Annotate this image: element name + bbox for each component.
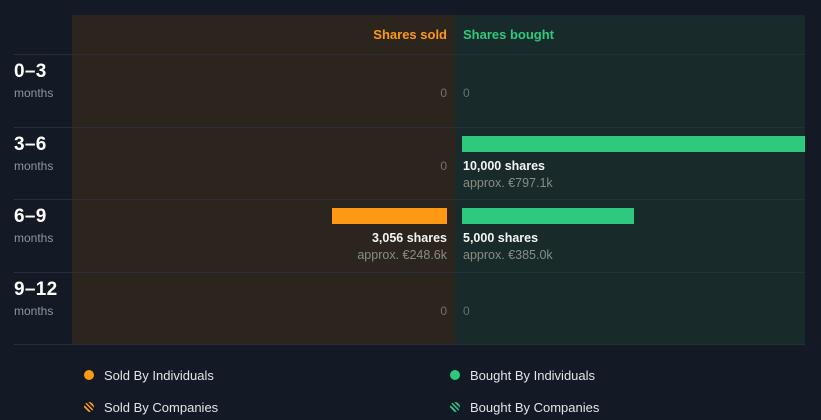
bought-cell: 5,000 shares approx. €385.0k <box>455 200 805 272</box>
legend-label: Bought By Companies <box>470 399 600 415</box>
bought-shares-value: 5,000 shares <box>463 231 539 245</box>
period-cell: 0–3 months <box>14 55 72 127</box>
period-cell: 6–9 months <box>14 200 72 272</box>
bought-zero-value: 0 <box>463 86 470 100</box>
sold-zero-value: 0 <box>440 86 447 100</box>
period-label: 3–6 <box>14 133 47 155</box>
bought-cell: 0 <box>455 55 805 127</box>
chart-row-3-6-months: 3–6 months 0 10,000 shares approx. €797.… <box>14 127 805 200</box>
sold-shares-value: 3,056 shares <box>371 231 447 245</box>
legend-label: Sold By Companies <box>104 399 219 415</box>
header-gutter <box>14 15 72 54</box>
period-label: 6–9 <box>14 206 47 227</box>
shares-sold-header-label: Shares sold <box>373 27 447 42</box>
bought-cell: 10,000 shares approx. €797.1k <box>455 127 805 199</box>
period-label: 0–3 <box>14 61 47 82</box>
period-unit-label: months <box>14 231 54 245</box>
legend-label: Sold By Individuals <box>104 367 214 383</box>
bought-value-labels: 10,000 shares approx. €797.1k <box>463 158 553 192</box>
bought-bar[interactable] <box>462 135 805 152</box>
chart-header-row: Shares sold Shares bought <box>14 15 805 55</box>
bought-zero-value: 0 <box>463 303 470 318</box>
shares-bought-header-label: Shares bought <box>463 27 555 42</box>
period-cell: 9–12 months <box>14 273 72 345</box>
bought-companies-swatch-icon <box>450 402 460 412</box>
period-unit-label: months <box>14 86 54 100</box>
legend-bought-by-individuals: Bought By Individuals <box>450 367 596 383</box>
bought-approx-value: approx. €797.1k <box>463 175 553 190</box>
bought-cell: 0 <box>455 272 805 344</box>
sold-value-labels: 3,056 shares approx. €248.6k <box>357 230 447 264</box>
period-cell: 3–6 months <box>14 128 72 200</box>
sold-cell: 3,056 shares approx. €248.6k <box>72 200 455 272</box>
legend-sold-by-companies: Sold By Companies <box>84 399 219 415</box>
sold-approx-value: approx. €248.6k <box>357 248 447 262</box>
sold-cell: 0 <box>72 55 455 127</box>
legend-bought-by-companies: Bought By Companies <box>450 399 600 415</box>
bought-bar[interactable] <box>462 208 634 224</box>
legend-label: Bought By Individuals <box>470 367 596 383</box>
sold-companies-swatch-icon <box>84 402 94 412</box>
bought-individuals-swatch-icon <box>450 370 460 380</box>
sold-zero-value: 0 <box>440 303 447 318</box>
chart-row-6-9-months: 6–9 months 3,056 shares approx. €248.6k … <box>14 200 805 273</box>
chart-row-9-12-months: 9–12 months 0 0 <box>14 272 805 345</box>
sold-individuals-swatch-icon <box>84 370 94 380</box>
period-unit-label: months <box>14 158 54 173</box>
sold-cell: 0 <box>72 127 455 199</box>
sold-column-header: Shares sold <box>72 15 455 54</box>
bought-shares-value: 10,000 shares <box>463 158 546 173</box>
insider-trading-chart: Shares sold Shares bought 0–3 months 0 0… <box>14 15 805 345</box>
bought-column-header: Shares bought <box>455 15 805 54</box>
legend-sold-by-individuals: Sold By Individuals <box>84 367 214 383</box>
bought-value-labels: 5,000 shares approx. €385.0k <box>463 230 553 264</box>
bought-approx-value: approx. €385.0k <box>463 248 553 262</box>
period-unit-label: months <box>14 303 54 318</box>
period-label: 9–12 <box>14 278 58 300</box>
sold-bar[interactable] <box>332 208 447 224</box>
sold-zero-value: 0 <box>440 158 447 173</box>
chart-row-0-3-months: 0–3 months 0 0 <box>14 55 805 128</box>
sold-cell: 0 <box>72 272 455 344</box>
